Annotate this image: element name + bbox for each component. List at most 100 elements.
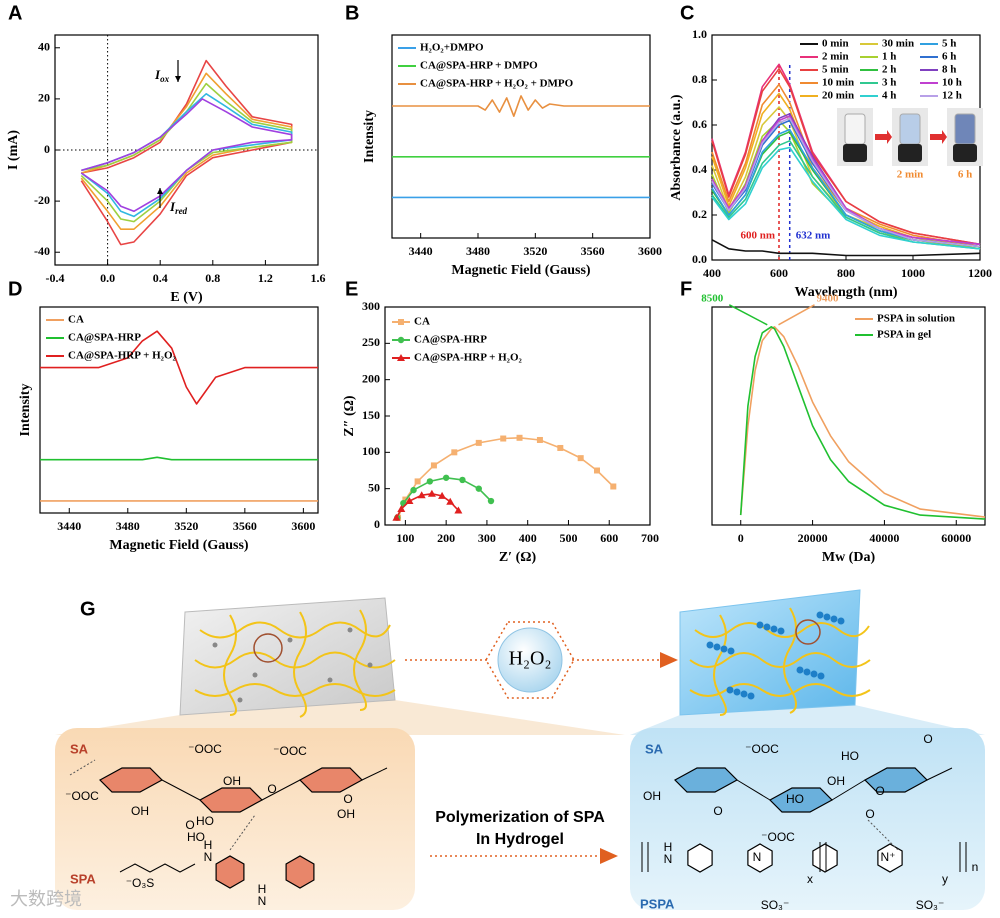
ring <box>812 843 838 873</box>
series-line <box>40 456 318 461</box>
polymer-chains <box>194 607 871 718</box>
panel-label: B <box>345 2 359 24</box>
y-tick-label: 0.6 <box>692 117 707 131</box>
point <box>536 436 543 443</box>
point <box>397 336 405 344</box>
vial <box>844 113 866 145</box>
plot-frame <box>711 306 986 526</box>
panel-label: A <box>8 2 22 24</box>
arrow-head <box>660 652 678 668</box>
label: SA <box>645 741 664 756</box>
point <box>397 354 405 361</box>
x-tick-label: 1.6 <box>311 271 326 285</box>
annotation: 632 nm <box>796 230 831 242</box>
point <box>417 491 426 499</box>
y-tick-label: 0.4 <box>692 162 707 176</box>
series-line <box>711 239 981 257</box>
chem-label: OH <box>131 804 149 818</box>
legend-label: CA <box>68 314 84 326</box>
point <box>430 462 437 469</box>
point <box>410 486 417 494</box>
y-tick-label: 1.0 <box>692 27 707 41</box>
chem-label: H <box>204 838 213 852</box>
series-line <box>711 140 981 250</box>
annotation-arrow-head <box>175 76 181 82</box>
series-line <box>739 326 986 520</box>
y-tick-label: -20 <box>34 193 50 207</box>
chem-label: O <box>267 782 276 796</box>
point <box>500 435 507 442</box>
legend-label: CA@SPA-HRP + H₂O₂ <box>68 350 177 362</box>
point <box>459 476 466 484</box>
chem-label: OH <box>223 774 241 788</box>
x-tick-label: 3560 <box>581 244 605 258</box>
y-tick-label: 40 <box>38 40 50 54</box>
legend-label: 5 h <box>942 38 956 50</box>
y-axis-label: Intensity <box>362 110 377 163</box>
panel-label: C <box>680 2 694 24</box>
y-axis-label: Intensity <box>18 384 33 437</box>
plot-frame <box>391 34 651 239</box>
series-line <box>711 128 981 248</box>
series-line <box>392 95 650 117</box>
series-line <box>80 59 293 246</box>
legend-label: 2 h <box>882 64 896 76</box>
x-axis-label: Z′ (Ω) <box>499 550 537 565</box>
x-tick-label: 3600 <box>638 244 662 258</box>
ring <box>687 843 713 873</box>
legend-label: 10 min <box>822 77 854 89</box>
vial-base <box>898 144 922 162</box>
point <box>451 449 458 456</box>
label: SPA <box>70 871 96 886</box>
chem-label: N <box>204 850 213 864</box>
label: SA <box>70 741 89 756</box>
chem-label: OH <box>337 807 355 821</box>
series-line <box>40 330 318 405</box>
chem-label: HO <box>196 814 214 828</box>
panel-label: D <box>8 278 22 300</box>
point <box>427 489 436 497</box>
chem-label: HO <box>187 830 205 844</box>
legend-label: PSPA in gel <box>877 329 931 341</box>
vial-arrow <box>875 130 892 144</box>
h-bond <box>69 759 899 851</box>
x-tick-label: 1200 <box>968 266 992 280</box>
point <box>442 474 450 481</box>
x-tick-label: 3480 <box>116 519 140 533</box>
arrow-label: Polymerization of SPA <box>435 809 605 826</box>
annotation: 600 nm <box>740 230 775 242</box>
vial <box>954 113 976 145</box>
series-line <box>80 98 293 213</box>
point <box>475 439 482 446</box>
x-tick-label: 3440 <box>57 519 81 533</box>
point <box>557 444 564 451</box>
pspa-beads <box>706 611 845 700</box>
chem-label: O <box>713 804 722 818</box>
legend-label: 4 h <box>882 90 896 102</box>
chem-label: O <box>865 807 874 821</box>
y-tick-label: 100 <box>362 444 380 458</box>
legend-label: 2 min <box>822 51 849 63</box>
chem-label: ⁻OOC <box>761 830 795 844</box>
chem-label: N <box>664 852 673 866</box>
series-line <box>711 117 981 248</box>
chem-label: n <box>972 860 979 874</box>
chem-label: ⁻OOC <box>273 744 307 758</box>
legend-label: 3 h <box>882 77 896 89</box>
legend-label: 10 h <box>942 77 962 89</box>
x-tick-label: 400 <box>703 266 721 280</box>
y-tick-label: 150 <box>362 408 380 422</box>
y-tick-label: 0.8 <box>692 72 707 86</box>
structures: ⁻OOCOHOHO⁻OOCOHOHOO⁻OOCOH⁻O₃SHNHN⁻OOCOHO… <box>65 732 978 912</box>
chem-label: OH <box>827 774 845 788</box>
legend-label: 8 h <box>942 64 956 76</box>
x-tick-label: -0.4 <box>46 271 65 285</box>
chem-label: O <box>343 792 352 806</box>
x-tick-label: 800 <box>837 266 855 280</box>
y-tick-label: 0 <box>374 517 380 531</box>
legend-label: 12 h <box>942 90 962 102</box>
vial <box>899 113 921 145</box>
x-tick-label: 300 <box>478 531 496 545</box>
panel-label: G <box>80 598 96 620</box>
x-tick-label: 700 <box>641 531 659 545</box>
